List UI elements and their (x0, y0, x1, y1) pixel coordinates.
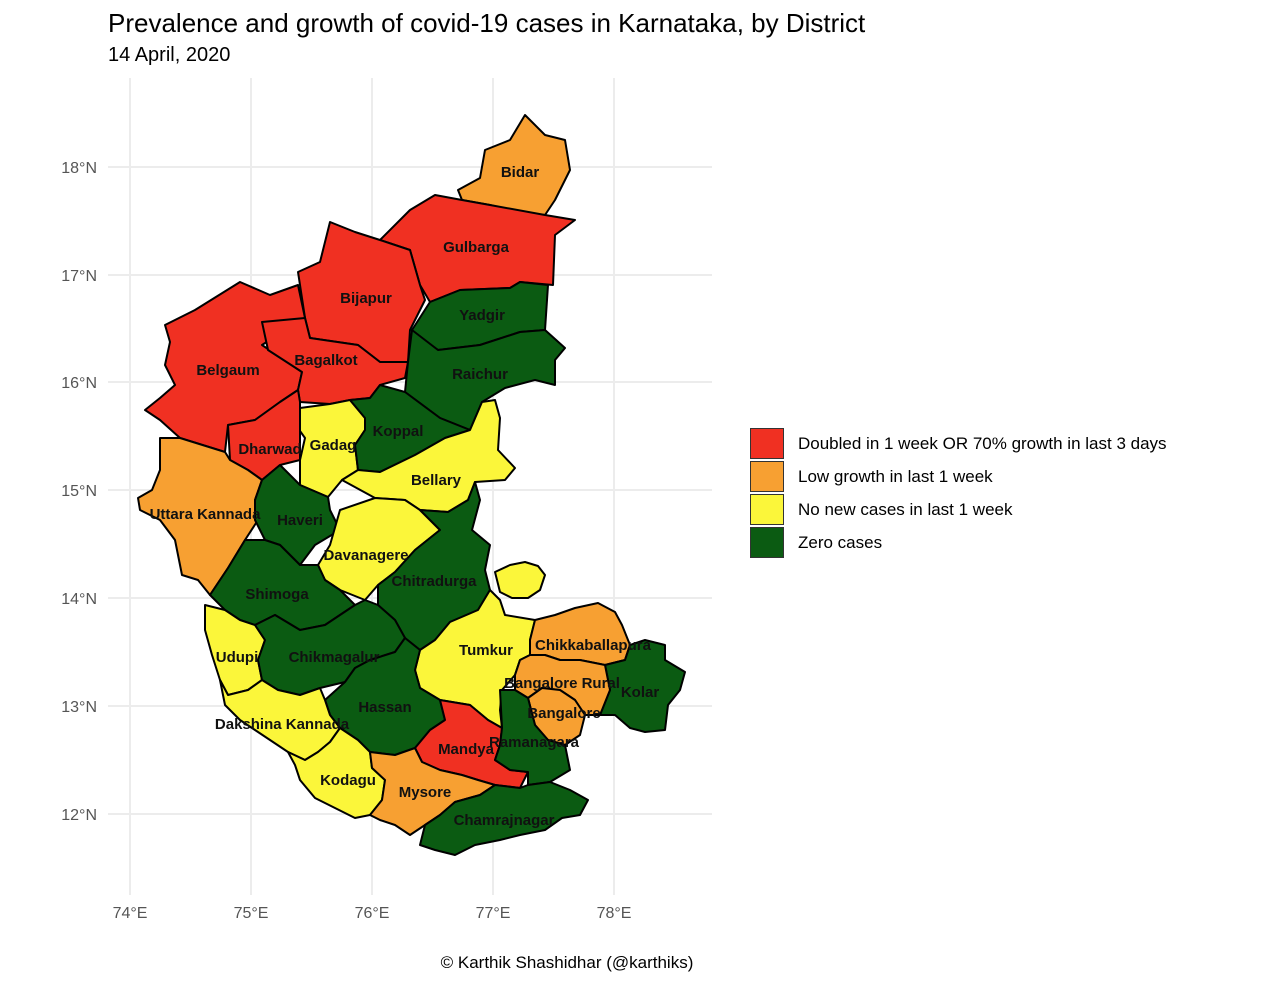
label-belgaum: Belgaum (196, 362, 259, 379)
legend-label-doubled: Doubled in 1 week OR 70% growth in last … (798, 433, 1167, 453)
label-dakshina-kannada: Dakshina Kannada (215, 716, 350, 733)
x-tick-78: 78°E (597, 905, 632, 922)
y-tick-18: 18°N (61, 160, 97, 177)
legend-item-zero: Zero cases (750, 526, 1167, 559)
label-yadgir: Yadgir (459, 307, 505, 324)
district-chamrajnagar (419, 781, 589, 856)
label-davanagere: Davanagere (323, 547, 408, 564)
legend-item-low: Low growth in last 1 week (750, 460, 1167, 493)
district-labels: Bidar Gulbarga Bijapur Yadgir Belgaum Ba… (150, 164, 660, 829)
y-tick-12: 12°N (61, 807, 97, 824)
label-shimoga: Shimoga (245, 586, 309, 603)
label-raichur: Raichur (452, 366, 508, 383)
label-chikmagalur: Chikmagalur (289, 649, 380, 666)
x-tick-77: 77°E (476, 905, 511, 922)
label-koppal: Koppal (373, 423, 424, 440)
label-bijapur: Bijapur (340, 290, 392, 307)
chart-title: Prevalence and growth of covid-19 cases … (108, 8, 866, 38)
label-chikkaballapura: Chikkaballapura (535, 637, 652, 654)
label-gulbarga: Gulbarga (443, 239, 510, 256)
label-bangalore: Bangalore (527, 705, 600, 722)
x-tick-75: 75°E (234, 905, 269, 922)
label-udupi: Udupi (216, 649, 259, 666)
legend-swatch-doubled (750, 428, 784, 459)
label-bangalore-rural: Bangalore Rural (504, 675, 620, 692)
legend-label-low: Low growth in last 1 week (798, 466, 993, 486)
label-chitradurga: Chitradurga (391, 573, 477, 590)
label-kolar: Kolar (621, 684, 660, 701)
y-tick-13: 13°N (61, 699, 97, 716)
label-dharwad: Dharwad (238, 441, 301, 458)
y-tick-15: 15°N (61, 483, 97, 500)
y-tick-14: 14°N (61, 591, 97, 608)
y-tick-17: 17°N (61, 268, 97, 285)
label-uttara-kannada: Uttara Kannada (150, 506, 262, 523)
label-mysore: Mysore (399, 784, 452, 801)
label-mandya: Mandya (438, 741, 495, 758)
legend-swatch-low (750, 461, 784, 492)
district-haveri (254, 464, 341, 566)
label-bagalkot: Bagalkot (294, 352, 357, 369)
label-hassan: Hassan (358, 699, 411, 716)
label-kodagu: Kodagu (320, 772, 376, 789)
axis-labels: 18°N 17°N 16°N 15°N 14°N 13°N 12°N 74°E … (61, 160, 631, 922)
legend-item-none: No new cases in last 1 week (750, 493, 1167, 526)
credit-caption: © Karthik Shashidhar (@karthiks) (440, 953, 694, 972)
legend-label-none: No new cases in last 1 week (798, 499, 1013, 519)
legend-label-zero: Zero cases (798, 532, 883, 552)
legend: Doubled in 1 week OR 70% growth in last … (750, 427, 1167, 559)
label-ramanagara: Ramanagara (489, 734, 580, 751)
x-tick-74: 74°E (113, 905, 148, 922)
legend-item-doubled: Doubled in 1 week OR 70% growth in last … (750, 427, 1167, 460)
label-gadag: Gadag (310, 437, 357, 454)
districts (137, 114, 686, 856)
legend-swatch-none (750, 494, 784, 525)
legend-swatch-zero (750, 527, 784, 558)
label-tumkur: Tumkur (459, 642, 513, 659)
chart-subtitle: 14 April, 2020 (108, 44, 231, 66)
label-bellary: Bellary (411, 472, 462, 489)
label-chamrajnagar: Chamrajnagar (454, 812, 555, 829)
label-bidar: Bidar (501, 164, 540, 181)
district-tumkur-enclave (494, 561, 546, 599)
x-tick-76: 76°E (355, 905, 390, 922)
label-haveri: Haveri (277, 512, 323, 529)
y-tick-16: 16°N (61, 375, 97, 392)
